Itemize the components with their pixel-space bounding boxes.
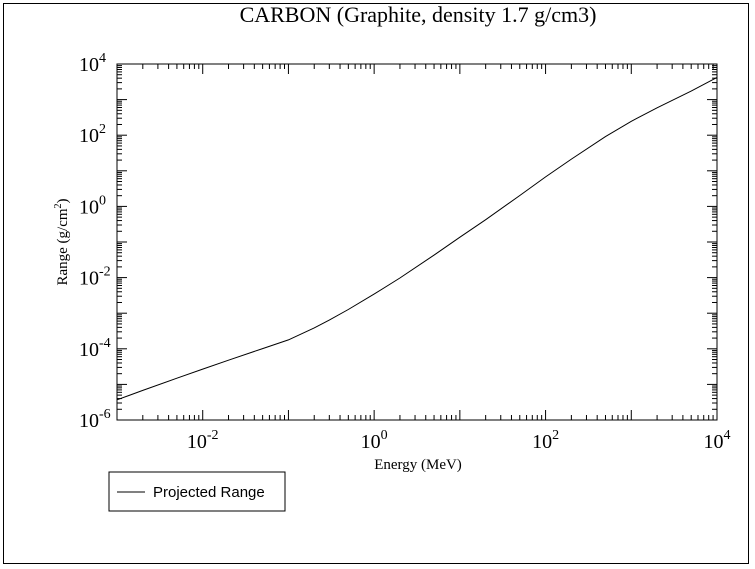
y-tick-label: 102: [79, 122, 106, 147]
x-tick-label-base: 10: [361, 431, 381, 453]
x-tick-label-exponent: 0: [381, 428, 388, 443]
y-axis-label-main: Range (g/cm: [55, 208, 71, 285]
y-tick-label-exponent: 2: [99, 122, 106, 137]
y-tick-label-exponent: -6: [99, 407, 111, 422]
y-tick-label-exponent: -4: [99, 336, 111, 351]
plot-area: [116, 63, 718, 421]
x-tick-label-base: 10: [704, 431, 724, 453]
x-tick-label: 104: [704, 428, 731, 453]
x-tick-label: 10-2: [187, 428, 219, 453]
y-tick-label: 10-2: [79, 265, 111, 290]
y-tick-label: 10-6: [79, 407, 111, 432]
x-tick-label-base: 10: [187, 431, 207, 453]
x-tick-label-base: 10: [532, 431, 552, 453]
y-axis-label: Range (g/cm2): [53, 198, 71, 285]
y-tick-label-base: 10: [79, 54, 99, 76]
y-tick-label-base: 10: [79, 410, 99, 432]
x-tick-label: 100: [361, 428, 388, 453]
y-tick-label-exponent: 4: [99, 51, 106, 66]
y-axis-label-close: ): [55, 198, 71, 203]
y-tick-label-base: 10: [79, 196, 99, 218]
y-tick-label-exponent: 0: [99, 193, 106, 208]
x-tick-label: 102: [532, 428, 559, 453]
y-tick-label-exponent: -2: [99, 265, 111, 280]
axis-ticks: [116, 63, 718, 421]
y-tick-label-base: 10: [79, 268, 99, 290]
x-tick-label-exponent: 4: [724, 428, 731, 443]
y-axis-label-superscript: 2: [53, 203, 64, 208]
y-tick-label-base: 10: [79, 339, 99, 361]
x-tick-labels: 10-2 100 102 104: [187, 428, 731, 453]
legend-entry-projected-range: Projected Range: [153, 484, 265, 501]
series-line-projected-range: [116, 76, 718, 401]
x-tick-label-exponent: 2: [552, 428, 559, 443]
y-tick-label: 100: [79, 193, 106, 218]
y-tick-label: 104: [79, 51, 106, 76]
legend: Projected Range: [108, 471, 286, 512]
x-tick-label-exponent: -2: [207, 428, 219, 443]
chart-title: CARBON (Graphite, density 1.7 g/cm3): [240, 2, 597, 27]
x-axis-label: Energy (MeV): [374, 457, 462, 473]
y-tick-label: 10-4: [79, 336, 111, 361]
figure-frame: [3, 3, 749, 564]
y-tick-label-base: 10: [79, 125, 99, 147]
